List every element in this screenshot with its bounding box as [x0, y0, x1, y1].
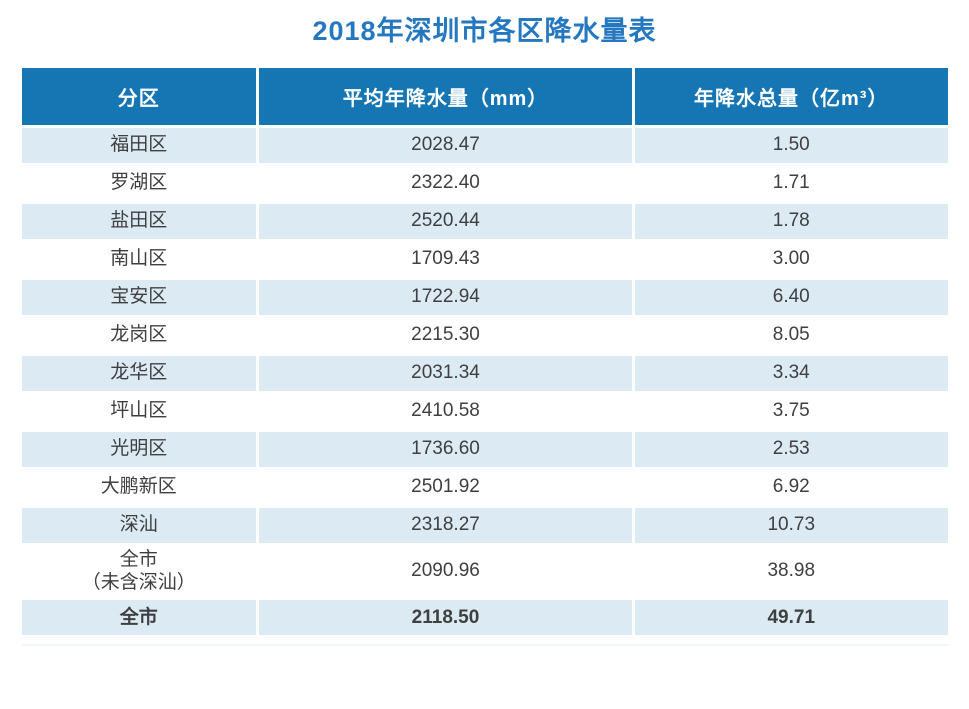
total-volume-cell: 3.75	[633, 392, 948, 432]
table-row: 龙岗区 2215.30 8.05	[21, 316, 948, 356]
district-cell: 全市 （未含深汕）	[21, 544, 259, 600]
total-volume-cell: 3.34	[633, 354, 948, 394]
district-cell: 全市	[21, 598, 259, 638]
total-volume-cell: 8.05	[633, 316, 948, 356]
table-row: 全市 2118.50 49.71	[21, 598, 948, 638]
district-cell: 龙华区	[21, 354, 259, 394]
table-row: 罗湖区 2322.40 1.71	[21, 164, 948, 204]
table-bottom-divider	[21, 644, 948, 646]
total-volume-cell: 3.00	[633, 240, 948, 280]
district-cell: 福田区	[21, 126, 259, 166]
district-cell: 盐田区	[21, 202, 259, 242]
avg-rainfall-cell: 2410.58	[257, 392, 635, 432]
district-cell: 南山区	[21, 240, 259, 280]
district-cell: 龙岗区	[21, 316, 259, 356]
district-cell: 宝安区	[21, 278, 259, 318]
total-volume-cell: 1.78	[633, 202, 948, 242]
table-header: 分区 平均年降水量（mm） 年降水总量（亿m³）	[21, 68, 948, 128]
avg-rainfall-cell: 2090.96	[257, 544, 635, 600]
total-volume-cell: 1.50	[633, 126, 948, 166]
avg-rainfall-cell: 1709.43	[257, 240, 635, 280]
avg-rainfall-cell: 2322.40	[257, 164, 635, 204]
district-cell: 深汕	[21, 506, 259, 546]
avg-rainfall-cell: 1736.60	[257, 430, 635, 470]
table-row: 龙华区 2031.34 3.34	[21, 354, 948, 394]
table-row: 宝安区 1722.94 6.40	[21, 278, 948, 318]
table-row: 福田区 2028.47 1.50	[21, 126, 948, 166]
district-cell: 大鹏新区	[21, 468, 259, 508]
avg-rainfall-cell: 2520.44	[257, 202, 635, 242]
col-header-avg-rainfall: 平均年降水量（mm）	[257, 68, 635, 128]
total-volume-cell: 6.40	[633, 278, 948, 318]
avg-rainfall-cell: 2215.30	[257, 316, 635, 356]
total-volume-cell: 1.71	[633, 164, 948, 204]
table-row: 光明区 1736.60 2.53	[21, 430, 948, 470]
rainfall-table: 分区 平均年降水量（mm） 年降水总量（亿m³） 福田区 2028.47 1.50 罗…	[21, 68, 948, 638]
table-row: 全市 （未含深汕） 2090.96 38.98	[21, 544, 948, 600]
district-cell: 罗湖区	[21, 164, 259, 204]
total-volume-cell: 10.73	[633, 506, 948, 546]
district-cell: 坪山区	[21, 392, 259, 432]
table-row: 南山区 1709.43 3.00	[21, 240, 948, 280]
table-body: 福田区 2028.47 1.50 罗湖区 2322.40 1.71 盐田区 2520.44 1.…	[21, 126, 948, 638]
col-header-district: 分区	[21, 68, 259, 128]
table-row: 大鹏新区 2501.92 6.92	[21, 468, 948, 508]
avg-rainfall-cell: 2118.50	[257, 598, 635, 638]
district-cell: 光明区	[21, 430, 259, 470]
col-header-total-volume: 年降水总量（亿m³）	[633, 68, 948, 128]
table-row: 盐田区 2520.44 1.78	[21, 202, 948, 242]
page-title: 2018年深圳市各区降水量表	[312, 16, 657, 46]
total-volume-cell: 6.92	[633, 468, 948, 508]
table-row: 坪山区 2410.58 3.75	[21, 392, 948, 432]
total-volume-cell: 38.98	[633, 544, 948, 600]
avg-rainfall-cell: 2028.47	[257, 126, 635, 166]
avg-rainfall-cell: 2318.27	[257, 506, 635, 546]
total-volume-cell: 49.71	[633, 598, 948, 638]
avg-rainfall-cell: 2501.92	[257, 468, 635, 508]
table-row: 深汕 2318.27 10.73	[21, 506, 948, 546]
avg-rainfall-cell: 2031.34	[257, 354, 635, 394]
avg-rainfall-cell: 1722.94	[257, 278, 635, 318]
total-volume-cell: 2.53	[633, 430, 948, 470]
header-row: 分区 平均年降水量（mm） 年降水总量（亿m³）	[21, 68, 948, 128]
